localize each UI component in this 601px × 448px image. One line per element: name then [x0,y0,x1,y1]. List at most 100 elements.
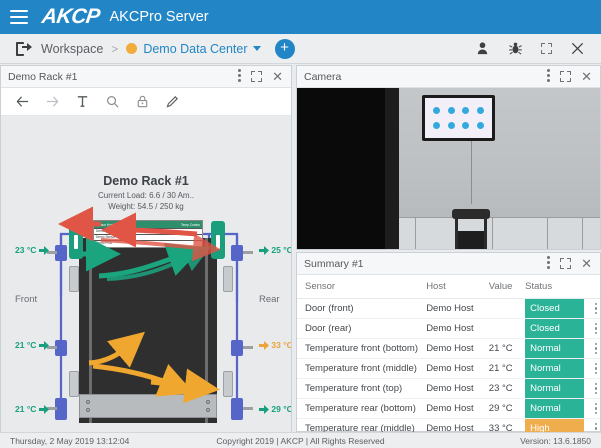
fullscreen-icon[interactable] [560,71,572,82]
lock-icon[interactable] [127,90,157,114]
probe-stem [243,346,253,349]
probe-stem [47,407,57,410]
cell-status: Normal [517,338,584,359]
close-icon[interactable]: ✕ [272,69,283,84]
camera-monitor-cable [471,141,472,204]
cell-value: 21 °C [480,358,518,379]
diagram-weight: Weight: 54.5 / 250 kg [108,202,184,211]
add-button[interactable]: + [274,38,295,59]
cell-host: Demo Host [418,378,481,399]
temp-label-front-top: 23 °C [15,245,49,256]
diagram-title: Demo Rack #1 [103,174,189,188]
arrow-right-icon [259,405,269,415]
exit-icon[interactable] [16,41,32,56]
table-row[interactable]: Door (front) Demo Host Closed [297,298,600,319]
probe-front-top[interactable] [55,245,67,261]
cell-host: Demo Host [418,298,481,319]
probe-rear-top[interactable] [231,245,243,261]
row-kebab-menu-icon[interactable] [592,382,600,395]
forward-arrow-icon[interactable] [37,90,67,114]
rack-diagram[interactable]: Demo Rack #1 Current Load: 6.6 / 30 Am..… [1,116,291,432]
camera-dark-rack [297,88,389,249]
cell-value [480,318,518,339]
probe-stem [47,346,57,349]
fullscreen-icon[interactable] [560,258,572,269]
breadcrumb-demo-data-center[interactable]: Demo Data Center [143,41,248,56]
hamburger-icon[interactable] [10,10,28,24]
column-header-sensor[interactable]: Sensor [297,275,419,299]
summary-table: Sensor Host Value Status Door (front) Dem… [297,275,600,448]
row-kebab-menu-icon[interactable] [592,402,600,415]
camera-floor [397,217,600,249]
equipment-cart [452,209,490,249]
fullscreen-icon[interactable] [541,43,552,54]
probe-stem [243,407,253,410]
probe-rear-bottom[interactable] [231,398,243,420]
temp-value: 21 °C [15,340,37,350]
status-badge: Closed [525,299,584,318]
breadcrumb-workspace[interactable]: Workspace [41,41,104,56]
bug-icon[interactable] [508,41,523,56]
kebab-menu-icon[interactable] [547,256,551,271]
table-row[interactable]: Temperature front (top) Demo Host 23 °C Nor… [297,378,600,399]
camera-panel: Camera ✕ [296,65,601,250]
arrow-right-icon [259,341,269,351]
footer-copyright: Copyright 2019 | AKCP | All Rights Reser… [216,435,385,446]
column-header-actions [583,275,600,299]
table-row[interactable]: Temperature front (middle) Demo Host 21 °C… [297,358,600,379]
close-icon[interactable]: ✕ [581,69,592,84]
edit-pencil-icon[interactable] [157,90,187,114]
user-icon[interactable] [475,41,490,56]
cell-value: 21 °C [480,338,518,359]
probe-stem [47,251,57,254]
column-header-value[interactable]: Value [480,275,518,299]
row-kebab-menu-icon[interactable] [592,322,600,335]
table-row[interactable]: Door (rear) Demo Host Closed [297,318,600,339]
search-icon[interactable] [97,90,127,114]
arrow-right-icon [38,246,49,256]
probe-front-middle[interactable] [55,340,67,356]
cell-sensor: Door (rear) [297,318,419,339]
table-row[interactable]: Temperature front (bottom) Demo Host 21 °C… [297,338,600,359]
cell-sensor: Temperature front (top) [297,378,419,399]
fullscreen-icon[interactable] [251,71,263,82]
probe-rear-middle[interactable] [231,340,243,356]
column-header-host[interactable]: Host [418,275,481,299]
door-handle-front-bottom [69,371,79,397]
back-arrow-icon[interactable] [7,90,37,114]
table-row[interactable]: Temperature rear (bottom) Demo Host 29 °C N… [297,398,600,419]
footer-datetime: Thursday, 2 May 2019 13:12:04 [10,435,130,446]
rack-panel: Demo Rack #1 ✕ [0,65,292,432]
kebab-menu-icon[interactable] [547,69,551,84]
arrow-right-icon [38,405,49,415]
camera-feed[interactable] [297,88,600,249]
breadcrumb-bar: Workspace > Demo Data Center + [0,34,601,64]
temp-value: 21 °C [15,404,37,414]
probe-front-bottom[interactable] [55,398,67,420]
close-icon[interactable]: ✕ [581,256,592,271]
chevron-down-icon[interactable] [252,46,261,51]
cell-actions [583,318,600,339]
row-kebab-menu-icon[interactable] [592,362,600,375]
cell-sensor: Temperature front (middle) [297,358,419,379]
cell-host: Demo Host [418,358,481,379]
cell-sensor: Temperature front (bottom) [297,338,419,359]
column-header-status[interactable]: Status [517,275,584,299]
text-icon[interactable] [67,90,97,114]
status-badge: Normal [525,379,584,398]
kebab-menu-icon[interactable] [238,69,242,84]
row-kebab-menu-icon[interactable] [592,342,600,355]
rack-panel-title: Demo Rack #1 [8,70,78,83]
footer-version: Version: 13.6.1850 [520,435,591,446]
temp-label-front-bottom: 21 °C [15,404,49,415]
cell-host: Demo Host [418,338,481,359]
temp-value: 33 °C [271,340,291,350]
close-icon[interactable] [570,41,585,56]
breadcrumb-actions [475,41,593,56]
rear-label: Rear [259,294,280,305]
cell-status: Normal [517,358,584,379]
footer-bar: Thursday, 2 May 2019 13:12:04 Copyright … [0,432,601,448]
row-kebab-menu-icon[interactable] [592,302,600,315]
cell-status: Normal [517,378,584,399]
